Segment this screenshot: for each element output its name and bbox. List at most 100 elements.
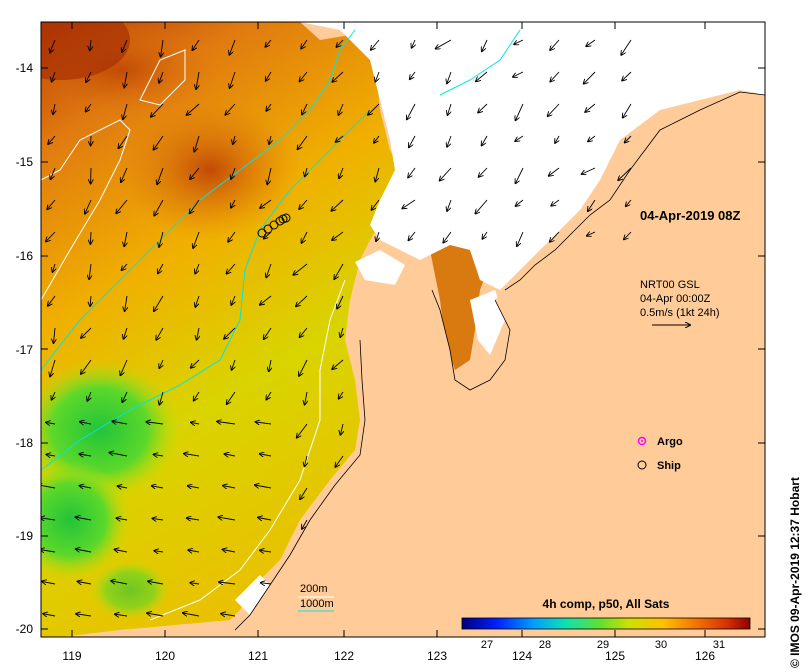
current-arrow	[338, 103, 344, 115]
current-arrow	[46, 422, 56, 424]
current-arrow	[188, 486, 200, 488]
current-arrow	[265, 39, 272, 47]
current-arrow	[115, 614, 128, 616]
current-arrow	[261, 583, 272, 584]
current-arrow	[293, 263, 308, 275]
current-arrow	[190, 583, 200, 584]
coastline	[234, 339, 366, 631]
current-arrow	[80, 486, 92, 488]
current-arrow	[79, 454, 92, 456]
current-arrow	[76, 549, 92, 552]
current-arrow	[300, 71, 308, 81]
current-arrow	[125, 295, 127, 311]
coastline	[431, 289, 511, 391]
current-arrow	[225, 454, 236, 456]
current-arrow	[111, 581, 128, 585]
date-label: 04-Apr-2019 08Z	[640, 208, 740, 223]
current-arrow	[217, 422, 236, 425]
current-arrow	[47, 199, 56, 209]
current-arrow	[147, 613, 164, 616]
current-arrow	[124, 327, 128, 339]
current-arrow	[159, 71, 164, 83]
current-arrow	[305, 167, 307, 176]
current-arrow	[154, 454, 164, 456]
current-arrow	[46, 455, 56, 457]
current-arrow	[223, 486, 236, 488]
current-arrow	[52, 71, 56, 82]
current-arrow	[124, 231, 127, 246]
x-axis-labels: 119 120 121 122 123 124 125 126	[62, 649, 715, 663]
cool-patch	[41, 460, 130, 580]
current-arrow	[159, 231, 164, 247]
axis-ticks	[41, 22, 765, 637]
markers-legend: Argo Ship	[637, 436, 683, 472]
current-arrow	[407, 103, 416, 120]
current-arrow	[154, 135, 164, 150]
current-arrow	[110, 453, 128, 457]
current-arrow	[233, 135, 235, 144]
current-arrow	[300, 487, 308, 499]
current-arrow	[479, 167, 488, 177]
current-arrow	[340, 327, 343, 337]
current-arrow	[230, 71, 236, 88]
contour-200m-label: 200m	[300, 583, 328, 595]
plot-frame	[40, 21, 766, 638]
current-arrow	[192, 39, 200, 50]
current-arrow	[482, 39, 488, 51]
cool-patch	[90, 560, 170, 620]
current-arrow	[299, 359, 308, 376]
current-arrow	[191, 422, 200, 424]
current-arrow	[50, 39, 56, 53]
current-arrow	[436, 39, 452, 49]
current-arrow	[80, 422, 92, 424]
current-arrow	[332, 231, 344, 240]
colorbar-tick: 27	[481, 639, 493, 651]
current-arrow	[375, 71, 379, 82]
current-arrow	[267, 167, 272, 184]
current-arrow	[154, 551, 164, 552]
current-arrow	[549, 167, 560, 176]
current-arrow	[159, 359, 163, 368]
contour-200m	[149, 279, 346, 621]
current-arrow	[587, 232, 596, 236]
ship-track	[257, 213, 291, 238]
current-arrow	[622, 71, 632, 81]
current-arrow	[227, 391, 236, 404]
current-arrow	[218, 517, 236, 520]
current-arrow	[302, 519, 308, 529]
current-arrow	[302, 231, 308, 243]
current-arrow	[618, 167, 632, 180]
current-arrow	[447, 199, 452, 211]
cloud-cover	[300, 22, 765, 290]
current-arrow	[53, 103, 55, 114]
current-arrow	[156, 327, 164, 340]
current-arrow	[623, 103, 632, 118]
y-tick-label: -18	[16, 436, 34, 450]
current-arrow	[90, 231, 91, 244]
colorbar-gradient	[461, 617, 751, 630]
current-arrow	[43, 614, 56, 616]
current-arrow	[194, 135, 200, 152]
current-arrow	[41, 485, 56, 489]
cloud-patch	[470, 290, 505, 355]
current-arrow	[118, 486, 128, 488]
current-arrow	[51, 167, 56, 179]
current-arrow	[260, 454, 272, 456]
current-arrow	[515, 135, 524, 141]
current-arrow	[81, 359, 92, 374]
current-arrow	[161, 39, 163, 57]
current-reference: NRT00 GSL 04-Apr 00:00Z 0.5m/s (1kt 24h)	[640, 279, 719, 325]
current-arrow	[190, 167, 200, 179]
current-arrow	[269, 359, 271, 371]
current-arrow	[626, 199, 632, 206]
current-arrow	[264, 327, 272, 339]
current-arrow	[586, 39, 596, 46]
current-arrow	[260, 199, 272, 208]
current-arrow	[408, 167, 416, 178]
cloud-patch	[355, 250, 405, 285]
current-arrow	[298, 135, 308, 149]
current-arrow	[482, 135, 488, 146]
current-arrow	[90, 295, 91, 306]
current-arrow	[368, 103, 380, 115]
argo-legend-label: Argo	[657, 436, 683, 448]
